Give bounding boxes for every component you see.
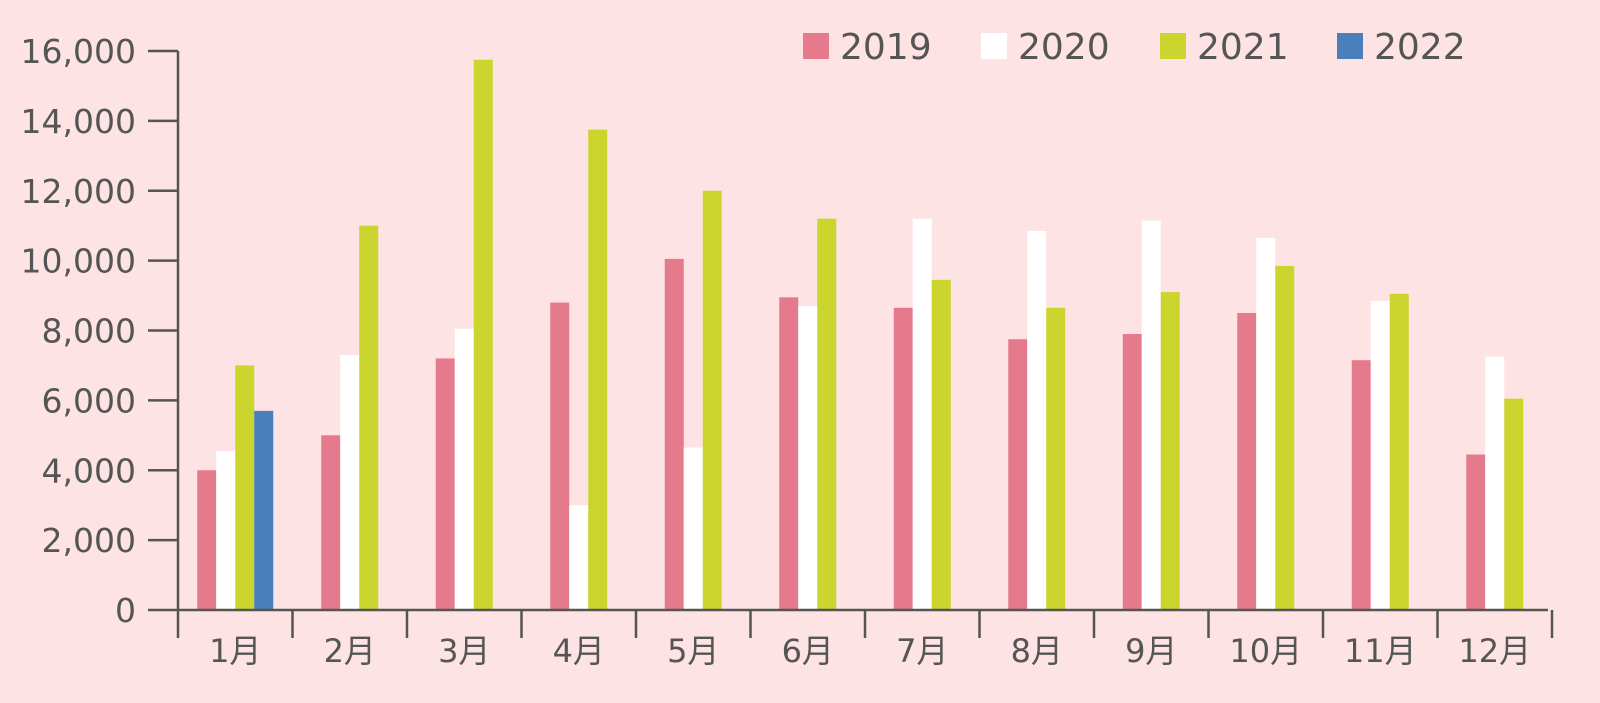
bar-2020-4 [569,505,589,610]
x-tick-label: 9月 [1125,632,1177,670]
legend-swatch-2022 [1337,33,1363,59]
bar-2021-8 [1046,307,1066,610]
bar-2019-6 [779,297,799,610]
x-tick-label: 2月 [324,632,376,670]
bar-2020-5 [683,447,703,610]
y-tick-label: 10,000 [21,242,136,281]
bar-2021-6 [817,218,837,610]
y-tick-label: 0 [115,591,136,630]
y-tick-label: 8,000 [42,312,136,351]
bar-2022-1 [254,410,274,610]
axes-layer: 0 2,000 4,000 6,000 8,000 10,000 12,000 14,000 1… [21,32,1554,670]
x-tick-label: 5月 [667,632,719,670]
y-tick-label: 16,000 [21,32,136,71]
bar-2021-2 [359,225,379,610]
y-tick-label: 2,000 [42,521,136,560]
y-tick-label: 12,000 [21,172,136,211]
bar-2019-8 [1008,339,1028,610]
bar-2020-2 [340,354,360,610]
bar-2019-9 [1122,333,1142,610]
bar-2020-11 [1370,300,1390,610]
bar-2020-7 [912,218,932,610]
bar-2019-11 [1351,360,1371,610]
bar-2019-1 [197,470,217,610]
x-tick-label: 4月 [553,632,605,670]
bar-2019-7 [893,307,913,610]
y-tick-label: 6,000 [42,381,136,420]
x-tick-label: 7月 [896,632,948,670]
legend-label-2022: 2022 [1374,27,1466,68]
y-tick-label: 4,000 [42,451,136,490]
x-tick-label: 6月 [782,632,834,670]
bar-2019-3 [435,358,455,610]
bar-2021-1 [235,365,255,610]
bar-2021-7 [931,279,951,610]
x-tick-label: 11月 [1344,632,1417,670]
bar-2020-9 [1141,220,1161,610]
bar-2020-8 [1027,230,1047,610]
bar-2020-12 [1485,356,1505,610]
bar-2019-5 [664,258,684,610]
bars-layer [197,59,1524,611]
bar-2021-10 [1275,265,1295,610]
bar-2019-4 [550,302,570,610]
bar-2019-2 [321,435,341,610]
legend-swatch-2020 [981,33,1007,59]
legend-swatch-2021 [1160,33,1186,59]
x-tick-label: 3月 [438,632,490,670]
bar-2021-11 [1389,293,1409,610]
bar-2020-10 [1256,237,1276,611]
bar-2020-1 [216,451,236,610]
legend-swatch-2019 [803,33,829,59]
x-tick-label: 1月 [209,632,261,670]
y-tick-label: 14,000 [21,102,136,141]
bar-2019-12 [1466,454,1486,610]
x-tick-label: 8月 [1011,632,1063,670]
legend-label-2021: 2021 [1197,27,1289,68]
bar-2020-3 [454,328,474,610]
x-tick-label: 12月 [1458,632,1531,670]
bar-2020-6 [798,306,818,610]
legend-label-2019: 2019 [840,27,932,68]
bar-2021-3 [473,59,493,611]
bar-2019-10 [1237,313,1257,610]
legend-label-2020: 2020 [1018,27,1110,68]
legend: 2019 2020 2021 2022 [803,27,1466,68]
x-tick-label: 10月 [1229,632,1302,670]
bar-2021-4 [588,129,608,611]
bar-2021-12 [1504,398,1524,610]
bar-2021-9 [1160,292,1180,610]
bar-2021-5 [702,190,722,610]
